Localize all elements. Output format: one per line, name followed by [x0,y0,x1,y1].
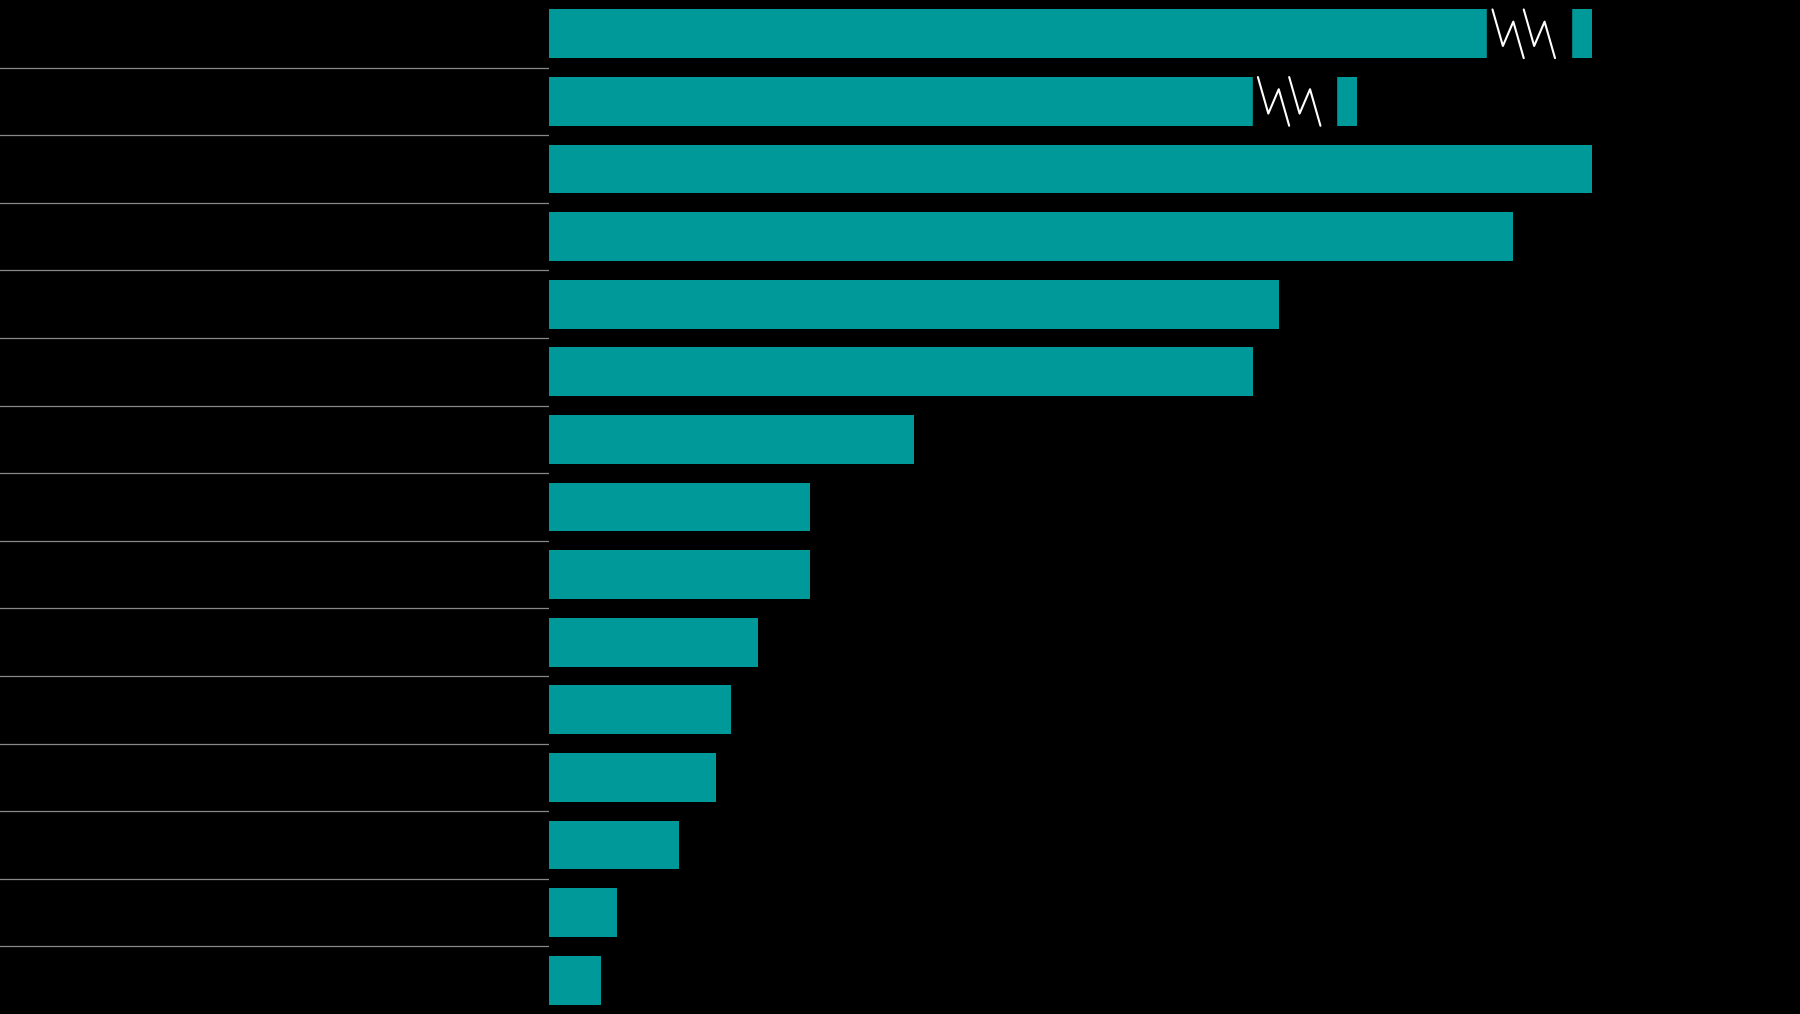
Bar [549,145,1591,194]
Bar [549,212,1514,261]
Bar [549,685,731,734]
Bar [549,753,716,802]
Bar [549,618,758,666]
Bar [1487,6,1571,62]
Bar [549,551,810,599]
Bar [549,820,679,869]
Bar [549,9,1591,58]
Bar [549,415,914,463]
Bar [549,483,810,531]
Bar [549,888,617,937]
Bar [549,348,1253,396]
Bar [549,280,1278,329]
Bar [549,77,1357,126]
Bar [1253,74,1336,129]
Bar [549,956,601,1005]
